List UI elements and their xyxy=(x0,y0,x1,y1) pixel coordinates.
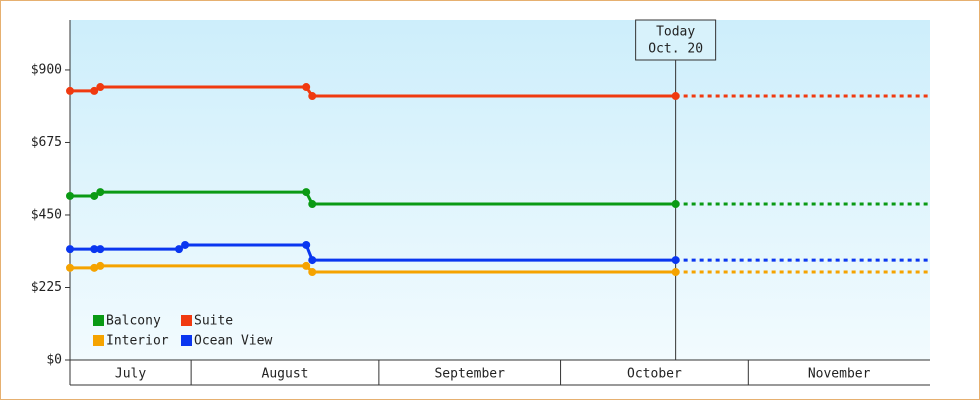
y-tick-label: $900 xyxy=(31,62,62,77)
legend-swatch xyxy=(93,315,104,326)
x-tick-label: September xyxy=(434,367,505,382)
x-tick-label: November xyxy=(808,367,871,382)
series-point xyxy=(302,188,311,197)
legend-swatch xyxy=(181,335,192,346)
series-point xyxy=(90,86,99,95)
plot-area xyxy=(70,20,930,360)
series-line xyxy=(70,85,676,98)
series-point xyxy=(66,191,74,200)
series-point xyxy=(671,92,680,101)
legend-label: Interior xyxy=(106,334,169,349)
legend-label: Balcony xyxy=(106,314,161,329)
series-point xyxy=(96,83,105,92)
series-point xyxy=(181,240,190,249)
series-point xyxy=(308,256,317,265)
series-point xyxy=(90,191,99,200)
series-point xyxy=(302,83,311,92)
series-point xyxy=(175,245,184,254)
series-point xyxy=(308,268,317,277)
x-tick-label: August xyxy=(262,367,309,382)
series-point xyxy=(96,261,105,270)
series-point xyxy=(302,261,311,270)
today-label: Oct. 20 xyxy=(648,42,703,57)
series-point xyxy=(66,245,74,254)
legend-label: Ocean View xyxy=(194,334,272,349)
y-tick-label: $450 xyxy=(31,207,62,222)
series-point xyxy=(671,268,680,277)
series-point xyxy=(308,92,317,101)
series-point xyxy=(66,86,74,95)
series-point xyxy=(90,263,99,272)
series-line xyxy=(70,264,676,274)
x-tick-label: October xyxy=(627,367,682,382)
series-line xyxy=(70,190,676,206)
series-point xyxy=(90,245,99,254)
series-point xyxy=(96,245,105,254)
legend-swatch xyxy=(93,335,104,346)
legend-label: Suite xyxy=(194,314,233,329)
series-point xyxy=(308,200,317,209)
series-point xyxy=(671,200,680,209)
legend-swatch xyxy=(181,315,192,326)
y-tick-label: $225 xyxy=(31,280,62,295)
series-point xyxy=(671,256,680,265)
today-box xyxy=(635,19,717,61)
y-tick-label: $0 xyxy=(46,353,62,368)
series-point xyxy=(66,263,74,272)
x-tick-label: July xyxy=(115,367,146,382)
series-point xyxy=(302,240,311,249)
today-label: Today xyxy=(656,25,695,40)
series-point xyxy=(96,188,105,197)
y-tick-label: $675 xyxy=(31,135,62,150)
